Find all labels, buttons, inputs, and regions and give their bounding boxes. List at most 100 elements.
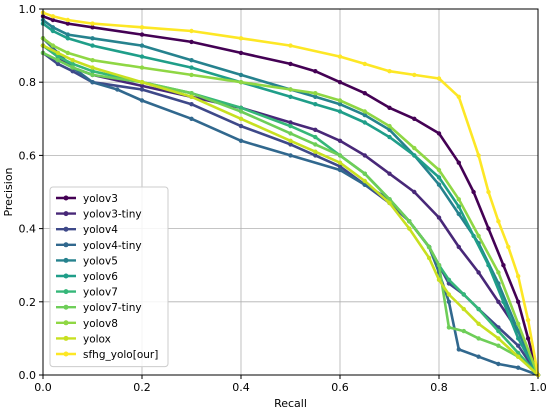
data-point <box>313 102 317 106</box>
data-point <box>462 307 466 311</box>
data-point <box>516 355 520 359</box>
data-point <box>516 344 520 348</box>
data-point <box>140 98 144 102</box>
x-tick-label: 0.0 <box>34 381 52 394</box>
data-point <box>66 51 70 55</box>
legend-label: sfhg_yolo[our] <box>83 349 158 361</box>
data-point <box>71 65 75 69</box>
legend-label: yolov7-tiny <box>83 302 142 314</box>
data-point <box>66 36 70 40</box>
data-point <box>496 344 500 348</box>
data-point <box>338 139 342 143</box>
data-point <box>387 135 391 139</box>
data-point <box>313 135 317 139</box>
data-point <box>313 150 317 154</box>
data-point <box>437 131 441 135</box>
data-point <box>239 124 243 128</box>
data-point <box>447 292 451 296</box>
data-point <box>239 80 243 84</box>
data-point <box>457 161 461 165</box>
data-point <box>71 58 75 62</box>
data-point <box>338 109 342 113</box>
data-point <box>476 153 480 157</box>
data-point <box>363 179 367 183</box>
data-point <box>496 362 500 366</box>
legend-marker <box>64 196 69 201</box>
data-point <box>189 58 193 62</box>
data-point <box>189 29 193 33</box>
data-point <box>338 54 342 58</box>
data-point <box>363 109 367 113</box>
data-point <box>56 58 60 62</box>
x-tick-label: 0.8 <box>430 381 448 394</box>
legend-label: yolox <box>83 333 111 345</box>
data-point <box>90 36 94 40</box>
legend-label: yolov5 <box>83 255 118 267</box>
data-point <box>338 153 342 157</box>
data-point <box>427 256 431 260</box>
data-point <box>313 142 317 146</box>
legend-marker <box>64 336 69 341</box>
data-point <box>387 172 391 176</box>
data-point <box>457 347 461 351</box>
data-point <box>66 18 70 22</box>
data-point <box>437 168 441 172</box>
legend-label: yolov6 <box>83 271 118 283</box>
data-point <box>437 215 441 219</box>
data-point <box>457 197 461 201</box>
data-point <box>471 234 475 238</box>
data-point <box>476 336 480 340</box>
data-point <box>486 226 490 230</box>
data-point <box>387 201 391 205</box>
data-point <box>387 69 391 73</box>
legend: yolov3yolov3-tinyyolov4yolov4-tinyyolov5… <box>50 187 168 367</box>
data-point <box>412 190 416 194</box>
legend-marker <box>64 305 69 310</box>
data-point <box>90 73 94 77</box>
data-point <box>412 73 416 77</box>
data-point <box>476 234 480 238</box>
data-point <box>437 263 441 267</box>
legend-label: yolov7 <box>83 287 118 299</box>
data-point <box>189 102 193 106</box>
data-point <box>288 43 292 47</box>
data-point <box>496 336 500 340</box>
data-point <box>140 54 144 58</box>
data-point <box>288 95 292 99</box>
data-point <box>313 91 317 95</box>
data-point <box>288 131 292 135</box>
data-point <box>288 153 292 157</box>
data-point <box>486 263 490 267</box>
legend-label: yolov4 <box>83 224 118 236</box>
data-point <box>189 40 193 44</box>
data-point <box>496 270 500 274</box>
data-point <box>427 245 431 249</box>
data-point <box>189 117 193 121</box>
data-point <box>462 329 466 333</box>
x-tick-label: 0.2 <box>133 381 151 394</box>
data-point <box>90 21 94 25</box>
data-point <box>476 270 480 274</box>
data-point <box>437 76 441 80</box>
data-point <box>140 65 144 69</box>
y-tick-label: 0.6 <box>19 149 37 162</box>
y-tick-label: 0.4 <box>19 223 37 236</box>
data-point <box>526 336 530 340</box>
data-point <box>115 87 119 91</box>
data-point <box>501 263 505 267</box>
data-point <box>437 183 441 187</box>
data-point <box>338 161 342 165</box>
data-point <box>516 274 520 278</box>
data-point <box>387 106 391 110</box>
data-point <box>462 292 466 296</box>
data-point <box>189 65 193 69</box>
data-point <box>140 87 144 91</box>
legend-marker <box>64 289 69 294</box>
data-point <box>189 73 193 77</box>
legend-marker <box>64 320 69 325</box>
data-point <box>501 300 505 304</box>
data-point <box>338 98 342 102</box>
y-tick-label: 0.2 <box>19 296 37 309</box>
data-point <box>313 128 317 132</box>
data-point <box>516 336 520 340</box>
